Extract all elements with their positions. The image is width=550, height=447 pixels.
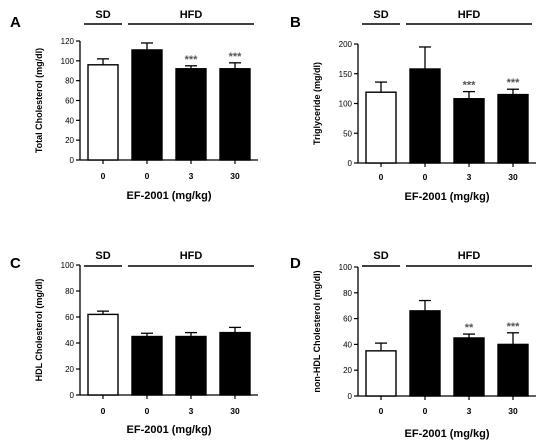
y-axis-title: Total Cholesterol (mg/dl) bbox=[34, 48, 44, 153]
significance-marker: *** bbox=[507, 321, 521, 333]
panel-letter: B bbox=[290, 14, 301, 31]
bar bbox=[175, 68, 207, 161]
bar bbox=[87, 313, 119, 396]
y-tick-label: 60 bbox=[65, 97, 74, 106]
bar bbox=[87, 64, 119, 161]
significance-marker: *** bbox=[229, 51, 243, 63]
chart-panel-a: A 0 20 40 60 80 100 120 0 0 *** 3 *** 30 SD HFD Total Ch… bbox=[10, 9, 258, 202]
y-tick-label: 0 bbox=[348, 159, 353, 168]
x-category-label: 3 bbox=[189, 171, 194, 181]
x-category-label: 30 bbox=[508, 172, 518, 182]
bar bbox=[453, 337, 485, 397]
bar bbox=[219, 331, 251, 396]
y-tick-label: 0 bbox=[348, 392, 353, 401]
group-label: HFD bbox=[458, 9, 481, 21]
y-tick-label: 100 bbox=[339, 263, 353, 272]
x-category-label: 0 bbox=[423, 172, 428, 182]
y-axis-title: Triglyceride (mg/dl) bbox=[312, 62, 322, 145]
x-axis-title: EF-2001 (mg/kg) bbox=[127, 424, 212, 436]
x-category-label: 0 bbox=[101, 406, 106, 416]
x-axis-title: EF-2001 (mg/kg) bbox=[127, 190, 212, 202]
chart-panel-b: B 0 50 100 150 200 0 0 *** 3 *** 30 SD HFD Triglycerid… bbox=[290, 9, 536, 203]
significance-marker: ** bbox=[465, 322, 474, 334]
bar bbox=[365, 91, 397, 164]
bar bbox=[409, 310, 441, 397]
y-axis-title: non-HDL Cholesterol (mg/dl) bbox=[312, 270, 322, 392]
group-label: SD bbox=[373, 250, 388, 262]
y-tick-label: 120 bbox=[61, 37, 75, 46]
y-tick-label: 80 bbox=[343, 289, 352, 298]
panel-letter: C bbox=[10, 255, 21, 272]
x-category-label: 0 bbox=[101, 171, 106, 181]
x-category-label: 0 bbox=[145, 171, 150, 181]
x-category-label: 3 bbox=[467, 406, 472, 416]
y-tick-label: 40 bbox=[65, 339, 74, 348]
group-label: SD bbox=[373, 9, 388, 21]
y-tick-label: 150 bbox=[339, 70, 353, 79]
x-axis-title: EF-2001 (mg/kg) bbox=[405, 191, 490, 203]
group-label: HFD bbox=[180, 9, 203, 21]
y-tick-label: 20 bbox=[343, 366, 352, 375]
y-axis-title: HDL Cholesterol (mg/dl) bbox=[34, 279, 44, 382]
x-category-label: 3 bbox=[467, 172, 472, 182]
x-category-label: 0 bbox=[379, 172, 384, 182]
bar bbox=[409, 68, 441, 164]
bar bbox=[175, 335, 207, 396]
x-category-label: 30 bbox=[230, 406, 240, 416]
x-category-label: 3 bbox=[189, 406, 194, 416]
y-tick-label: 60 bbox=[65, 313, 74, 322]
y-tick-label: 20 bbox=[65, 365, 74, 374]
y-tick-label: 50 bbox=[343, 129, 352, 138]
y-tick-label: 20 bbox=[65, 136, 74, 145]
y-tick-label: 80 bbox=[65, 77, 74, 86]
bar bbox=[497, 343, 529, 397]
y-tick-label: 0 bbox=[70, 156, 75, 165]
panel-letter: A bbox=[10, 14, 21, 31]
y-tick-label: 100 bbox=[61, 261, 75, 270]
chart-panel-c: C 0 20 40 60 80 100 0 0 3 30 SD HFD HDL Cholesterol (… bbox=[10, 250, 258, 436]
y-tick-label: 40 bbox=[343, 340, 352, 349]
x-category-label: 30 bbox=[230, 171, 240, 181]
bar bbox=[497, 93, 529, 164]
y-tick-label: 60 bbox=[343, 315, 352, 324]
group-label: SD bbox=[95, 250, 110, 262]
y-tick-label: 100 bbox=[61, 57, 75, 66]
x-category-label: 0 bbox=[145, 406, 150, 416]
bar bbox=[365, 350, 397, 397]
group-label: HFD bbox=[458, 250, 481, 262]
significance-marker: *** bbox=[463, 80, 477, 92]
x-category-label: 0 bbox=[423, 406, 428, 416]
bar bbox=[131, 335, 163, 396]
bar bbox=[453, 98, 485, 164]
y-tick-label: 100 bbox=[339, 100, 353, 109]
bar bbox=[131, 49, 163, 161]
y-tick-label: 80 bbox=[65, 287, 74, 296]
group-label: HFD bbox=[180, 250, 203, 262]
x-axis-title: EF-2001 (mg/kg) bbox=[405, 428, 490, 440]
significance-marker: *** bbox=[507, 77, 521, 89]
y-tick-label: 0 bbox=[70, 391, 75, 400]
y-tick-label: 200 bbox=[339, 40, 353, 49]
significance-marker: *** bbox=[185, 54, 199, 66]
x-category-label: 30 bbox=[508, 406, 518, 416]
y-tick-label: 40 bbox=[65, 116, 74, 125]
group-label: SD bbox=[95, 9, 110, 21]
x-category-label: 0 bbox=[379, 406, 384, 416]
panel-letter: D bbox=[290, 255, 301, 272]
chart-panel-d: D 0 20 40 60 80 100 0 0 ** 3 *** 30 SD HFD non-HDL Chol… bbox=[290, 250, 536, 440]
bar bbox=[219, 68, 251, 161]
